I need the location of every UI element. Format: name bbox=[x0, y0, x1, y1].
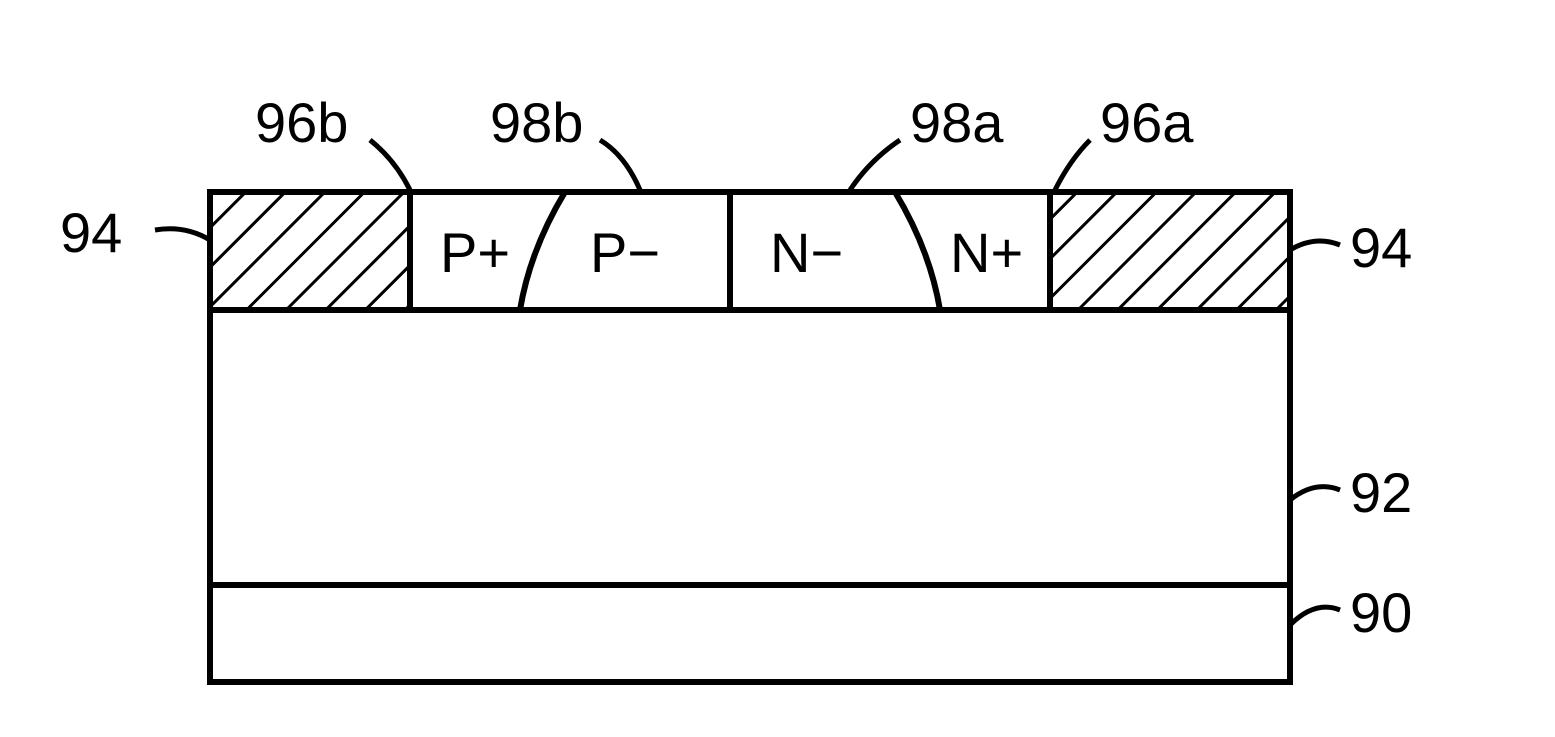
leader-92 bbox=[1290, 487, 1340, 500]
ref-label-90: 90 bbox=[1350, 580, 1412, 645]
label-p-plus: P+ bbox=[440, 220, 510, 285]
ref-label-94-right: 94 bbox=[1350, 215, 1412, 280]
ref-label-92: 92 bbox=[1350, 460, 1412, 525]
semiconductor-cross-section: P+ P− N− N+ 94 96b 98b 98a 96a 94 92 90 bbox=[0, 0, 1555, 732]
leader-94-left bbox=[155, 229, 210, 240]
curve-n-plus-left bbox=[895, 192, 940, 310]
label-n-plus: N+ bbox=[950, 220, 1023, 285]
leader-98b bbox=[600, 140, 640, 190]
ref-label-94-left: 94 bbox=[60, 200, 122, 265]
leader-94-right bbox=[1290, 241, 1340, 250]
ref-label-98a: 98a bbox=[910, 90, 1003, 155]
leader-96b bbox=[370, 140, 410, 190]
curve-p-plus-right bbox=[520, 192, 565, 310]
leader-96a bbox=[1055, 140, 1090, 190]
hatched-region-left bbox=[213, 195, 410, 307]
leader-98a bbox=[850, 140, 900, 190]
ref-label-96b: 96b bbox=[255, 90, 348, 155]
diagram-svg bbox=[0, 0, 1555, 732]
label-n-minus: N− bbox=[770, 220, 843, 285]
ref-label-96a: 96a bbox=[1100, 90, 1193, 155]
label-p-minus: P− bbox=[590, 220, 660, 285]
leader-90 bbox=[1290, 607, 1340, 625]
hatched-region-right bbox=[1053, 195, 1287, 307]
ref-label-98b: 98b bbox=[490, 90, 583, 155]
